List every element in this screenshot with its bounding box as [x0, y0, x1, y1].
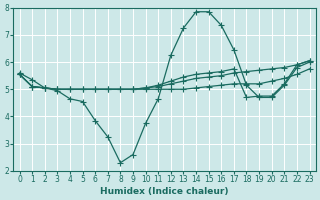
- X-axis label: Humidex (Indice chaleur): Humidex (Indice chaleur): [100, 187, 229, 196]
